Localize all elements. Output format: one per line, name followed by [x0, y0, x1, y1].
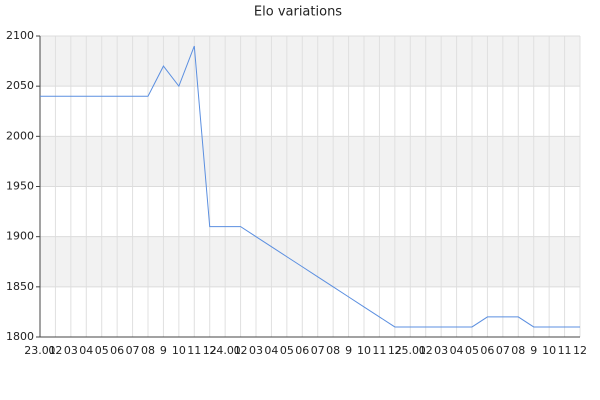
x-tick-label: 12: [388, 344, 402, 357]
x-tick-label: 08: [511, 344, 525, 357]
x-tick-label: 10: [172, 344, 186, 357]
x-tick-label: 03: [64, 344, 78, 357]
x-tick-label: 05: [465, 344, 479, 357]
x-tick-label: 08: [141, 344, 155, 357]
x-tick-label: 25.01: [395, 344, 427, 357]
grid-band: [40, 136, 580, 187]
x-tick-label: 9: [160, 344, 167, 357]
x-tick-label: 10: [357, 344, 371, 357]
x-tick-label: 08: [326, 344, 340, 357]
x-tick-label: 05: [280, 344, 294, 357]
x-tick-label: 11: [372, 344, 386, 357]
x-tick-label: 07: [496, 344, 510, 357]
x-tick-label: 12: [573, 344, 587, 357]
x-tick-label: 03: [249, 344, 263, 357]
x-tick-label: 23.01: [24, 344, 56, 357]
x-tick-label: 24.01: [209, 344, 241, 357]
x-tick-label: 04: [79, 344, 93, 357]
y-tick-label: 2000: [6, 129, 34, 142]
y-tick-label: 1800: [6, 330, 34, 343]
y-tick-label: 1850: [6, 280, 34, 293]
x-tick-label: 9: [345, 344, 352, 357]
x-tick-label: 03: [434, 344, 448, 357]
chart-title: Elo variations: [254, 5, 342, 20]
y-tick-label: 2100: [6, 29, 34, 42]
x-tick-label: 04: [450, 344, 464, 357]
x-tick-label: 11: [558, 344, 572, 357]
grid-band: [40, 36, 580, 87]
x-tick-label: 06: [295, 344, 309, 357]
x-tick-label: 02: [234, 344, 248, 357]
x-tick-label: 10: [542, 344, 556, 357]
x-tick-label: 04: [264, 344, 278, 357]
x-tick-label: 05: [95, 344, 109, 357]
x-tick-label: 06: [110, 344, 124, 357]
y-tick-label: 1950: [6, 180, 34, 193]
x-tick-label: 02: [419, 344, 433, 357]
x-tick-label: 07: [126, 344, 140, 357]
x-tick-label: 12: [203, 344, 217, 357]
x-tick-label: 11: [187, 344, 201, 357]
x-tick-label: 9: [530, 344, 537, 357]
x-tick-label: 07: [311, 344, 325, 357]
grid-band: [40, 236, 580, 287]
x-tick-label: 06: [480, 344, 494, 357]
line-series: [40, 45, 580, 328]
x-tick-label: 02: [48, 344, 62, 357]
y-tick-label: 1900: [6, 230, 34, 243]
y-tick-label: 2050: [6, 79, 34, 92]
